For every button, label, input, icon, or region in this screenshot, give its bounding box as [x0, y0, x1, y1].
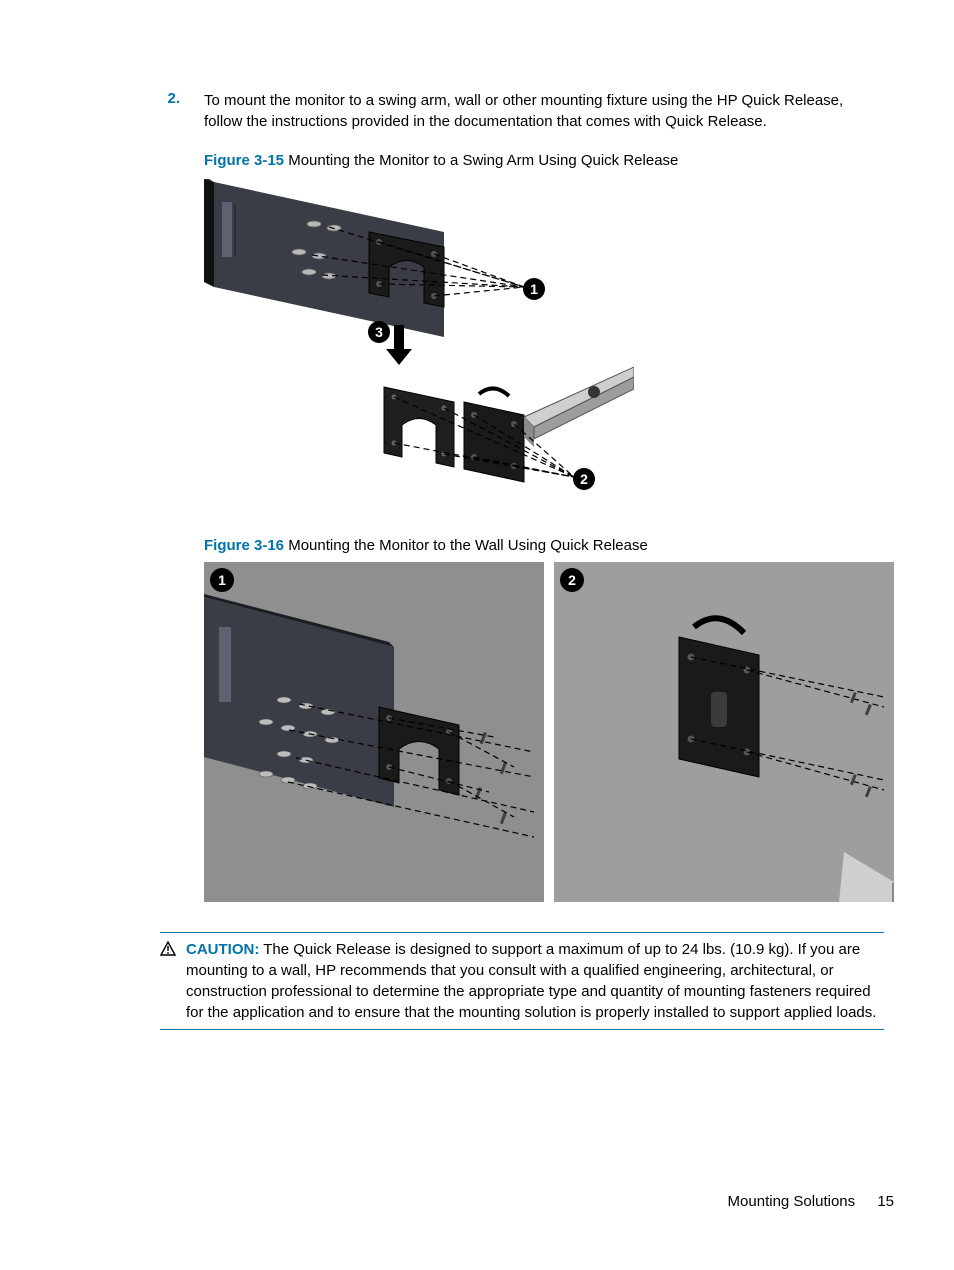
figure-2-caption: Mounting the Monitor to the Wall Using Q…: [284, 537, 648, 554]
footer-page-number: 15: [877, 1193, 894, 1210]
caution-icon: [160, 939, 176, 1023]
callout-1: 1: [530, 281, 538, 297]
fig2-callout-1: 1: [218, 572, 226, 588]
figure-2-panel-1: 1: [204, 562, 544, 902]
figure-2-panel-2: 2: [554, 562, 894, 902]
callout-2: 2: [580, 471, 588, 487]
content-area: 2. To mount the monitor to a swing arm, …: [160, 90, 884, 1030]
figure-2-number: Figure 3-16: [204, 537, 284, 554]
figure-1-image: 1 3: [204, 177, 634, 507]
step-text: To mount the monitor to a swing arm, wal…: [204, 90, 884, 132]
caution-text: CAUTION: The Quick Release is designed t…: [186, 939, 884, 1023]
step-number: 2.: [160, 90, 180, 132]
page: 2. To mount the monitor to a swing arm, …: [0, 0, 954, 1270]
figure-2-label: Figure 3-16 Mounting the Monitor to the …: [204, 537, 884, 554]
figure-1-caption: Mounting the Monitor to a Swing Arm Usin…: [284, 152, 678, 169]
lower-bracket: [464, 388, 524, 482]
callout-3: 3: [375, 324, 383, 340]
step-row: 2. To mount the monitor to a swing arm, …: [160, 90, 884, 132]
figure-1-label: Figure 3-15 Mounting the Monitor to a Sw…: [204, 152, 884, 169]
caution-label: CAUTION:: [186, 941, 259, 958]
footer-section: Mounting Solutions: [728, 1193, 856, 1210]
figure-2-image: 1: [204, 562, 894, 902]
swing-arm: [524, 367, 634, 447]
footer: Mounting Solutions 15: [728, 1193, 894, 1210]
figure-1-number: Figure 3-15: [204, 152, 284, 169]
caution-body: The Quick Release is designed to support…: [186, 941, 876, 1021]
caution-box: CAUTION: The Quick Release is designed t…: [160, 932, 884, 1030]
fig2-callout-2: 2: [568, 572, 576, 588]
